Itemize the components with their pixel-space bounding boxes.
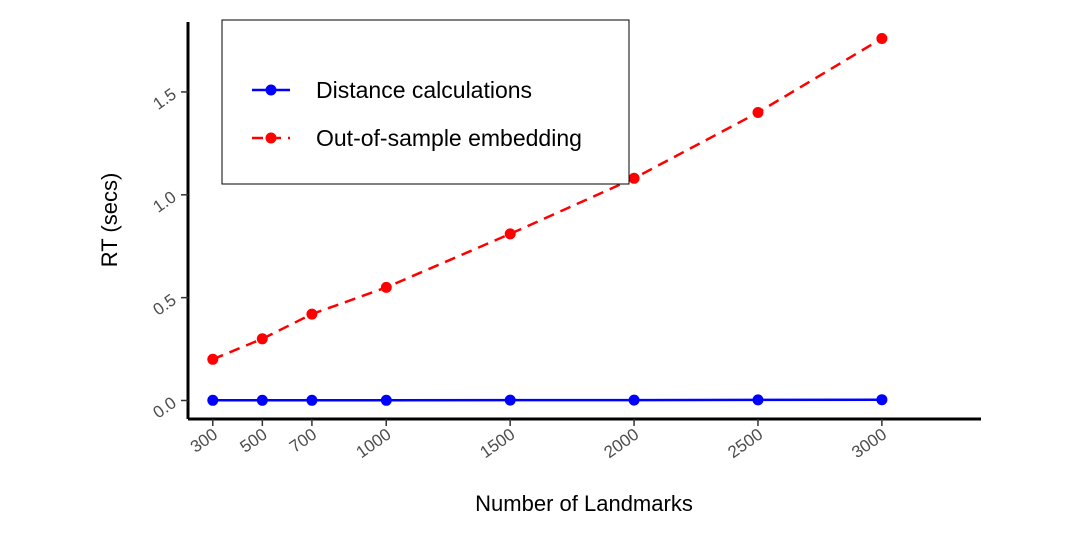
y-tick-label: 1.0 [149, 187, 179, 216]
legend-swatch-point-distance [265, 84, 277, 96]
y-axis-ticks: 0.0 0.5 1.0 1.5 [149, 85, 188, 422]
data-point-distance [504, 394, 516, 406]
x-axis-ticks: 300 500 700 1000 1500 2000 2500 3000 [187, 419, 890, 462]
data-point-embedding [306, 308, 318, 320]
legend-label-distance: Distance calculations [316, 77, 532, 103]
y-tick-label: 1.5 [149, 85, 179, 114]
x-tick-label: 1500 [477, 425, 519, 462]
axes [186, 22, 981, 421]
data-point-distance [256, 394, 268, 406]
series-line-embedding [212, 37, 883, 361]
x-tick-label: 2000 [600, 425, 642, 462]
data-point-distance [306, 394, 318, 406]
legend-label-embedding: Out-of-sample embedding [316, 125, 582, 151]
x-tick-label: 2500 [724, 425, 766, 462]
data-point-distance [752, 394, 764, 406]
legend-swatch-point-embedding [265, 132, 277, 144]
legend: Distance calculations Out-of-sample embe… [221, 19, 630, 185]
data-point-distance [628, 394, 640, 406]
data-point-embedding [876, 33, 888, 44]
y-tick-label: 0.5 [149, 290, 179, 319]
data-point-embedding [256, 333, 268, 345]
y-axis-title: RT (secs) [97, 173, 122, 268]
series-line-distance [212, 398, 882, 402]
data-point-distance [876, 394, 888, 406]
series-plot-area [207, 33, 888, 406]
data-point-embedding [752, 107, 764, 118]
data-point-embedding [380, 281, 392, 293]
x-tick-label: 700 [286, 425, 320, 457]
data-point-embedding [207, 353, 219, 365]
data-point-distance [380, 394, 392, 406]
x-axis-title: Number of Landmarks [475, 491, 693, 516]
legend-box [221, 19, 630, 185]
y-tick-label: 0.0 [149, 393, 179, 422]
data-point-embedding [628, 172, 640, 184]
x-tick-label: 300 [187, 425, 221, 457]
data-point-distance [207, 394, 219, 406]
data-point-embedding [504, 228, 516, 240]
x-tick-label: 3000 [848, 425, 890, 462]
x-tick-label: 1000 [353, 425, 395, 462]
x-tick-label: 500 [236, 425, 270, 457]
